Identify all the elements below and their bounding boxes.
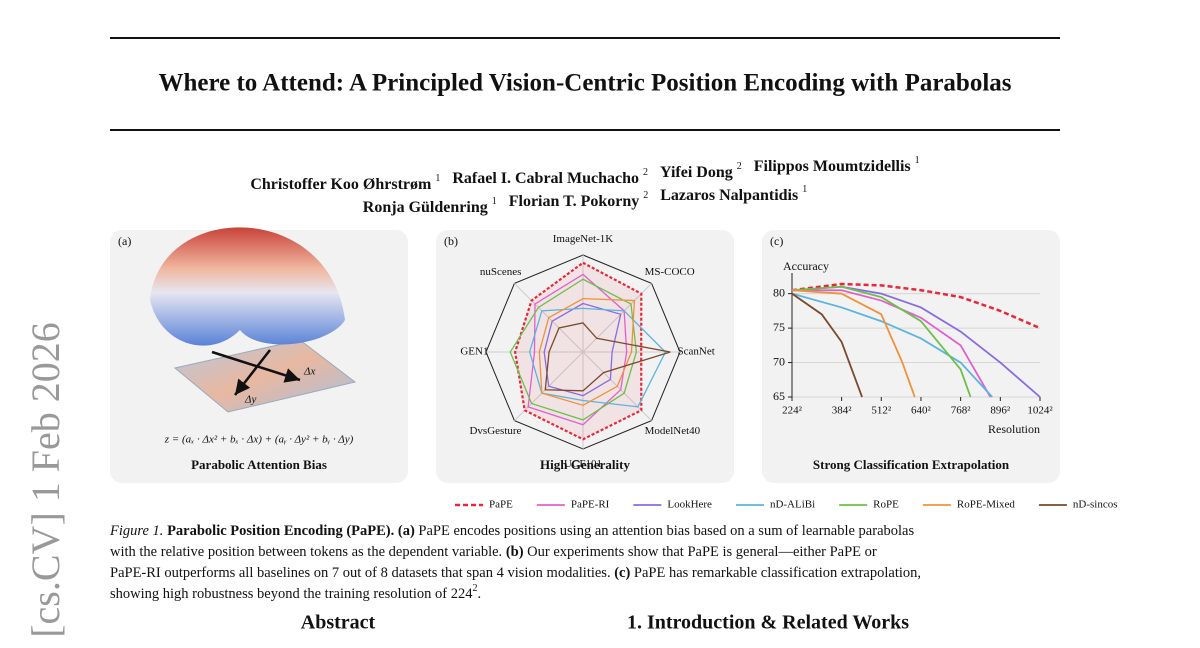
caption-text: . <box>477 586 481 602</box>
caption-text: Our experiments show that PaPE is genera… <box>524 544 877 560</box>
caption-line: PaPE-RI outperforms all baselines on 7 o… <box>110 565 921 581</box>
x-tick-label: 640² <box>911 405 932 417</box>
x-tick-label: 1024² <box>1027 405 1053 417</box>
author-name: Lazaros Nalpantidis <box>660 187 798 204</box>
panel-label: (b) <box>444 234 458 248</box>
caption-line: Figure 1. Parabolic Position Encoding (P… <box>109 523 914 539</box>
equation: z = (aₓ · Δx² + bₓ · Δx) + (aᵧ · Δy² + b… <box>164 434 354 446</box>
x-tick-label: 384² <box>832 405 853 417</box>
section-heading: 1. Introduction & Related Works <box>627 612 909 634</box>
panel-caption: Parabolic Attention Bias <box>191 457 327 472</box>
radar-axis-label: UCF101 <box>564 458 602 470</box>
caption-text: PaPE encodes positions using an attentio… <box>415 523 915 539</box>
x-tick-label: 896² <box>990 405 1011 417</box>
line-series <box>791 285 972 398</box>
radar-series <box>543 302 622 397</box>
caption-text: with the relative position between token… <box>110 544 506 560</box>
caption-text: (b) <box>506 544 524 560</box>
affiliation: 2 <box>737 161 742 172</box>
radar-axis-label: DvsGesture <box>469 425 521 437</box>
arxiv-sidebar: [cs.CV] 1 Feb 2026 <box>23 322 68 638</box>
author-name: Rafael I. Cabral Muchacho <box>452 170 639 187</box>
author-line: Christoffer Koo Øhrstrøm 1 Rafael I. Cabra… <box>250 155 919 192</box>
caption-line: showing high robustness beyond the train… <box>110 583 481 602</box>
y-tick-label: 80 <box>773 285 785 299</box>
x-axis-label: Resolution <box>988 422 1040 436</box>
radar-series <box>528 307 667 408</box>
affiliation: 1 <box>435 173 440 184</box>
radar-axis-label: MS-COCO <box>645 266 695 278</box>
legend-label: PaPE-RI <box>571 499 610 511</box>
y-axis-label: Accuracy <box>783 259 829 273</box>
affiliation: 2 <box>643 190 648 201</box>
radar-axis-label: nuScenes <box>480 266 522 278</box>
legend-label: nD-sincos <box>1073 499 1118 511</box>
author-name: Filippos Moumtzidellis <box>754 158 911 175</box>
panel-caption: High Generality <box>540 457 630 472</box>
caption-text: Figure 1. <box>109 523 167 539</box>
caption-text: showing high robustness beyond the train… <box>110 586 473 602</box>
caption-text: 2 <box>472 583 477 594</box>
author-name: Christoffer Koo Øhrstrøm <box>250 176 432 193</box>
caption-line: with the relative position between token… <box>110 544 877 560</box>
line-series <box>791 289 916 398</box>
panel-label: (a) <box>118 234 131 248</box>
section-heading: Abstract <box>301 612 376 634</box>
radar-series <box>538 297 636 407</box>
line-series <box>791 292 863 398</box>
x-tick-label: 768² <box>951 405 972 417</box>
caption-text: Parabolic Position Encoding (PaPE). (a) <box>167 523 415 539</box>
legend-label: LookHere <box>667 499 712 511</box>
caption-text: (c) <box>614 565 630 581</box>
line-series <box>791 292 993 398</box>
radar-spoke <box>582 283 652 353</box>
axis-label: Δx <box>303 366 315 378</box>
radar-axis-label: ScanNet <box>678 346 715 358</box>
y-tick-label: 75 <box>773 320 785 334</box>
author-line: Ronja Güldenring 1 Florian T. Pokorny 2 Laza… <box>363 184 807 215</box>
x-tick-label: 512² <box>871 405 892 417</box>
author-name: Yifei Dong <box>660 164 733 181</box>
radar-series <box>527 273 628 426</box>
caption-text: PaPE has remarkable classification extra… <box>630 565 921 581</box>
affiliation: 1 <box>915 155 920 166</box>
radar-axis-label: ModelNet40 <box>645 425 701 437</box>
line-series <box>791 282 1041 330</box>
author-name: Ronja Güldenring <box>363 199 488 216</box>
legend-label: RoPE-Mixed <box>957 499 1016 511</box>
legend-label: nD-ALiBi <box>770 499 815 511</box>
caption-text: PaPE-RI outperforms all baselines on 7 o… <box>110 565 614 581</box>
panel-label: (c) <box>770 234 783 248</box>
radar-series <box>544 322 671 392</box>
y-tick-label: 65 <box>773 389 785 403</box>
affiliation: 1 <box>492 196 497 207</box>
y-tick-label: 70 <box>773 354 785 368</box>
panel-caption: Strong Classification Extrapolation <box>813 457 1010 472</box>
legend-label: RoPE <box>873 499 899 511</box>
radar-axis-label: GEN1 <box>460 346 488 358</box>
legend-label: PaPE <box>489 499 513 511</box>
affiliation: 1 <box>802 184 807 195</box>
parabola-illustration <box>150 227 357 413</box>
axis-label: Δy <box>244 394 256 406</box>
affiliation: 2 <box>643 167 648 178</box>
author-name: Florian T. Pokorny <box>509 193 640 210</box>
radar-axis-label: ImageNet-1K <box>553 233 614 245</box>
x-tick-label: 224² <box>782 405 803 417</box>
paper-title: Where to Attend: A Principled Vision-Cen… <box>158 70 1011 97</box>
